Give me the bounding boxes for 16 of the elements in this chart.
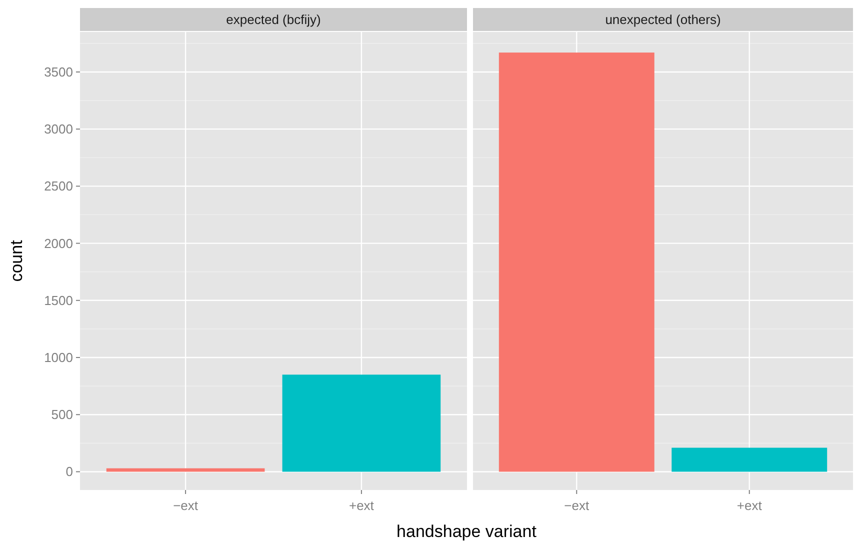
y-tick-label: 2000: [44, 236, 73, 251]
x-tick-label: +ext: [736, 498, 762, 513]
y-tick-label: 0: [66, 464, 73, 480]
y-tick-label: 1000: [44, 350, 73, 366]
y-tick-label: 3000: [44, 122, 73, 137]
x-tick-label: −ext: [564, 498, 590, 513]
chart-title: expected (bcfijy): [226, 12, 321, 27]
y-tick-label: 500: [51, 407, 73, 422]
x-tick-label: +ext: [348, 498, 374, 513]
y-tick-label: 3500: [44, 64, 73, 80]
y-tick-label: 1500: [44, 292, 73, 308]
x-axis-title: handshape variant: [396, 522, 537, 541]
chart-title: unexpected (others): [605, 12, 721, 27]
y-tick-label: 2500: [44, 178, 73, 194]
x-tick-label: −ext: [173, 498, 198, 513]
y-axis-title: count: [7, 240, 26, 282]
